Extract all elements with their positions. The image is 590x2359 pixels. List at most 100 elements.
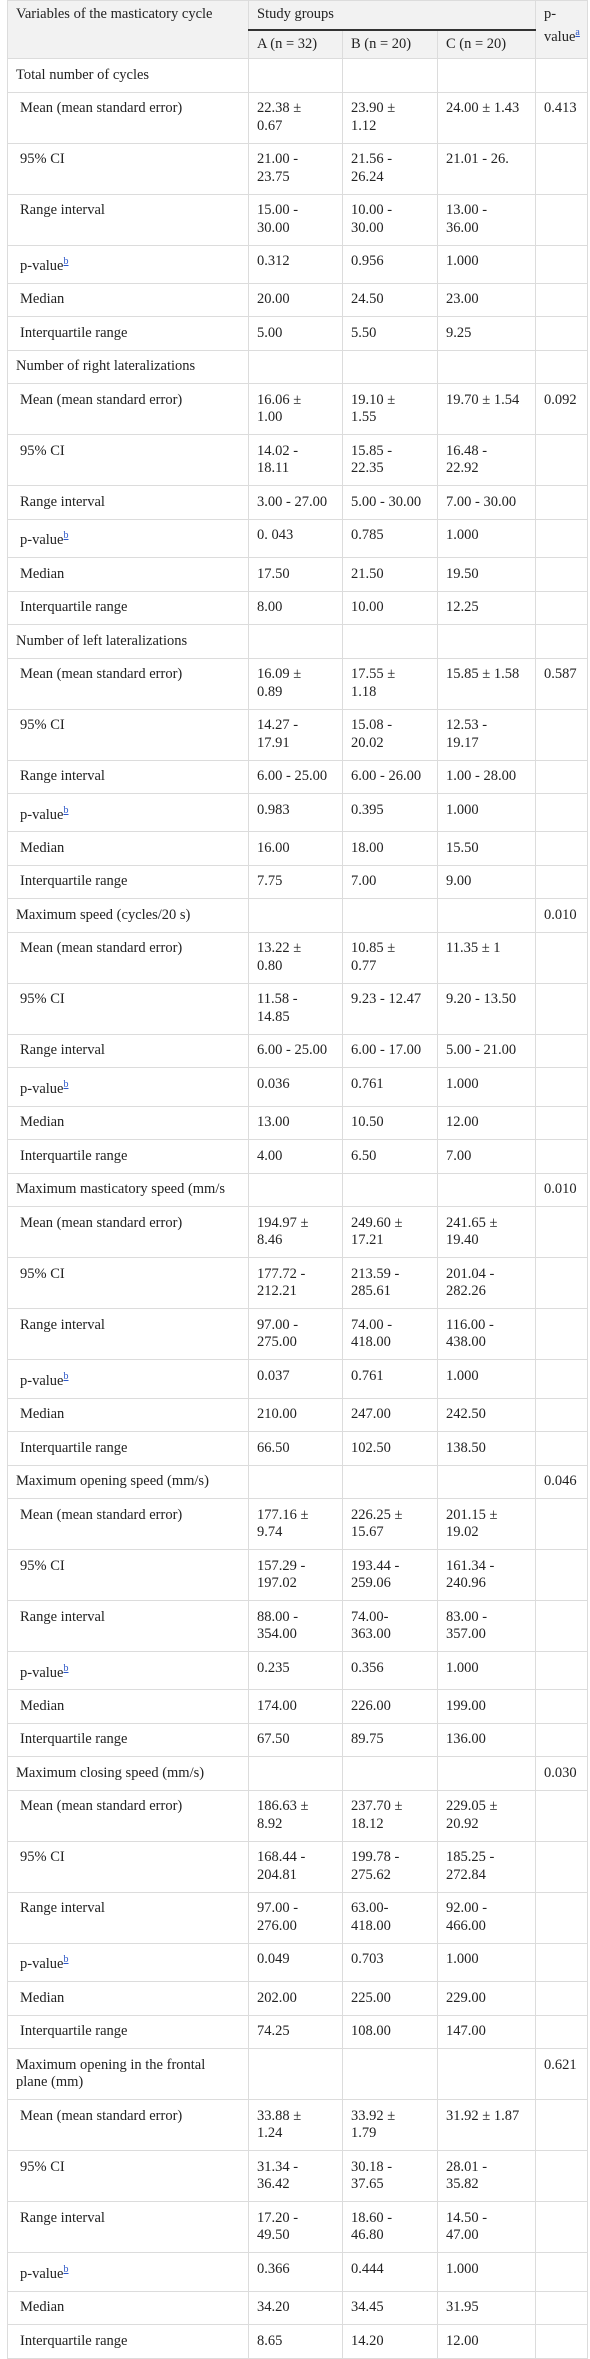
value-cell: 7.75 — [248, 864, 343, 900]
section-row: Number of right lateralizations — [7, 349, 588, 385]
value-cell: 15.85 - 22.35 — [342, 434, 438, 487]
empty-cell — [342, 1756, 438, 1791]
empty-cell — [535, 1840, 588, 1893]
row-label: p-valueb — [7, 793, 249, 833]
p-value: 0.587 — [535, 657, 588, 710]
groups-header: Study groups — [248, 0, 536, 31]
label-text: 95% CI — [20, 717, 65, 734]
label-text: Median — [20, 1406, 65, 1423]
footnote-link[interactable]: b — [63, 804, 69, 816]
value-cell: 14.20 — [342, 2324, 438, 2359]
table-body: Total number of cycles Mean (mean standar… — [7, 58, 588, 2359]
value-cell: 9.23 - 12.47 — [342, 982, 438, 1035]
empty-cell — [535, 590, 588, 626]
empty-cell — [342, 624, 438, 659]
value-cell: 16.48 - 22.92 — [437, 434, 536, 487]
superscript: b — [63, 1079, 68, 1090]
value-cell: 17.20 - 49.50 — [248, 2201, 343, 2254]
footnote-link[interactable]: b — [63, 530, 69, 542]
value-cell: 4.00 — [248, 1139, 343, 1174]
value-cell: 168.44 - 204.81 — [248, 1840, 343, 1893]
value-cell: 15.00 - 30.00 — [248, 193, 343, 246]
data-row: p-valueb 0.037 0.761 1.000 — [7, 1359, 588, 1399]
value-cell: 1.00 - 28.00 — [437, 759, 536, 795]
value-cell: 21.56 - 26.24 — [342, 142, 438, 195]
value-cell: 5.00 - 30.00 — [342, 485, 438, 520]
empty-cell — [535, 1981, 588, 2016]
footnote-link[interactable]: b — [63, 256, 69, 267]
label-text: Mean (mean standard error) — [20, 1798, 183, 1815]
row-label: 95% CI — [7, 2150, 249, 2203]
label-text: p-value — [20, 1956, 64, 1973]
value-cell: 226.25 ± 15.67 — [342, 1498, 438, 1551]
label-text: p-value — [20, 1664, 64, 1681]
value-cell: 0.703 — [342, 1942, 438, 1983]
row-label: Interquartile range — [7, 590, 249, 626]
empty-cell — [535, 1942, 588, 1983]
value-cell: 19.50 — [437, 557, 536, 592]
data-row: p-valueb 0.036 0.761 1.000 — [7, 1067, 588, 1107]
empty-cell — [248, 1172, 343, 1208]
empty-cell — [535, 1139, 588, 1174]
row-label: p-valueb — [7, 244, 249, 284]
label-text: Mean (mean standard error) — [20, 100, 183, 116]
empty-cell — [535, 624, 588, 659]
label-text: Range interval — [20, 202, 105, 218]
footnote-link[interactable]: b — [63, 1954, 69, 1966]
value-cell: 0.785 — [342, 518, 438, 559]
value-cell: 213.59 - 285.61 — [342, 1257, 438, 1310]
value-cell: 10.00 — [342, 590, 438, 626]
data-row: Interquartile range 4.00 6.50 7.00 — [7, 1139, 588, 1174]
empty-cell — [535, 2150, 588, 2203]
empty-cell — [437, 349, 536, 385]
section-row: Total number of cycles — [7, 58, 588, 93]
row-label: Range interval — [7, 193, 249, 246]
footnote-link[interactable]: b — [63, 2263, 69, 2275]
p-value: 0.092 — [535, 383, 588, 436]
row-label: Range interval — [7, 1033, 249, 1069]
label-text: p-value — [20, 806, 64, 823]
value-cell: 136.00 — [437, 1722, 536, 1758]
value-cell: 16.00 — [248, 831, 343, 866]
footnote-link[interactable]: b — [63, 1662, 69, 1674]
value-cell: 226.00 — [342, 1689, 438, 1724]
value-cell: 5.00 - 21.00 — [437, 1033, 536, 1069]
p-value: 0.046 — [535, 1464, 588, 1500]
value-cell: 3.00 - 27.00 — [248, 485, 343, 520]
section-title: Maximum opening in the frontal plane (mm… — [7, 2048, 249, 2101]
empty-cell — [535, 1206, 588, 1259]
value-cell: 33.92 ± 1.79 — [342, 2099, 438, 2152]
row-label: Median — [7, 1105, 249, 1141]
footnote-link[interactable]: b — [63, 1370, 69, 1382]
value-cell: 6.00 - 25.00 — [248, 759, 343, 795]
data-row: Median 34.20 34.45 31.95 — [7, 2290, 588, 2326]
superscript: b — [63, 1663, 68, 1674]
superscript: b — [63, 1954, 68, 1965]
value-cell: 17.50 — [248, 557, 343, 592]
empty-cell — [535, 349, 588, 385]
value-cell: 199.78 - 275.62 — [342, 1840, 438, 1893]
footnote-link[interactable]: a — [575, 26, 580, 38]
footnote-link[interactable]: b — [63, 1078, 69, 1090]
label-text: Interquartile range — [20, 1439, 128, 1456]
value-cell: 31.92 ± 1.87 — [437, 2099, 536, 2152]
row-label: Range interval — [7, 1600, 249, 1653]
value-cell: 74.00- 363.00 — [342, 1600, 438, 1653]
value-cell: 6.00 - 25.00 — [248, 1033, 343, 1069]
empty-cell — [342, 349, 438, 385]
page: Variables of the masticatory cycle Study… — [7, 0, 588, 2359]
section-title: Number of right lateralizations — [7, 349, 249, 385]
value-cell: 19.70 ± 1.54 — [437, 383, 536, 436]
superscript: b — [63, 1371, 68, 1382]
data-row: 95% CI 157.29 - 197.02 193.44 - 259.06 161.… — [7, 1549, 588, 1602]
data-row: Mean (mean standard error) 16.06 ± 1.00 19… — [7, 383, 588, 436]
label-text: Mean (mean standard error) — [20, 940, 183, 957]
label-text: p-value — [20, 1372, 64, 1389]
data-row: Range interval 6.00 - 25.00 6.00 - 17.00 5.… — [7, 1033, 588, 1069]
value-cell: 88.00 - 354.00 — [248, 1600, 343, 1653]
label-text: p-value — [20, 257, 64, 274]
label-text: 95% CI — [20, 1265, 65, 1282]
row-label: Interquartile range — [7, 1139, 249, 1174]
value-cell: 0.312 — [248, 244, 343, 284]
empty-cell — [535, 2201, 588, 2254]
